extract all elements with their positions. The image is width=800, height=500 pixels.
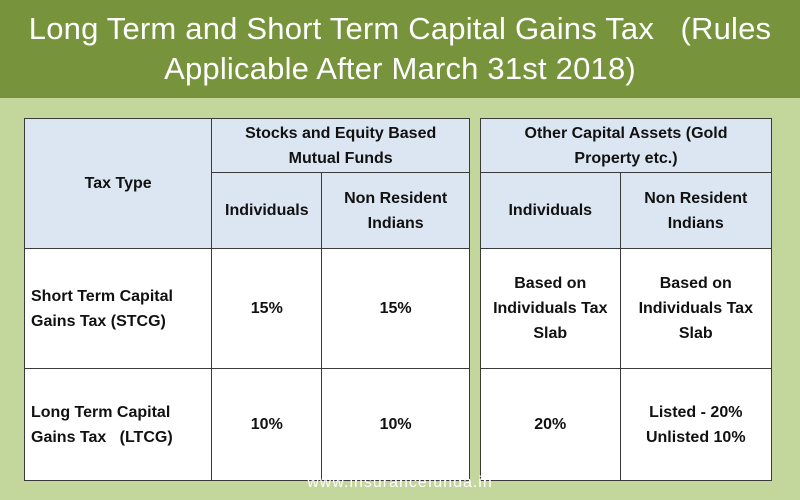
other-group-header: Other Capital Assets (Gold Property etc.… (480, 118, 772, 173)
equity-stcg-nri: 15% (321, 248, 470, 369)
equity-ltcg-individuals: 10% (211, 368, 323, 481)
equity-col-nri: Non Resident Indians (321, 172, 470, 249)
equity-tax-table: Tax Type Stocks and Equity Based Mutual … (23, 118, 470, 481)
tax-type-header: Tax Type (23, 118, 213, 249)
other-ltcg-nri-listed: Listed - 20% (649, 403, 743, 421)
title-line-1: Long Term and Short Term Capital Gains T… (28, 11, 772, 46)
title-line-2: Applicable After March 31st 2018) (164, 51, 636, 86)
equity-stcg-individuals: 15% (211, 248, 323, 369)
equity-ltcg-nri: 10% (321, 368, 470, 481)
other-col-nri: Non Resident Indians (619, 172, 773, 249)
website-footer: www.insurancefunda.in (307, 474, 493, 491)
other-assets-tax-table: Other Capital Assets (Gold Property etc.… (480, 118, 773, 481)
equity-group-header: Stocks and Equity Based Mutual Funds (211, 118, 470, 173)
row-label-stcg: Short Term Capital Gains Tax (STCG) (23, 248, 213, 369)
page-title: Long Term and Short Term Capital Gains T… (0, 0, 800, 98)
equity-col-individuals: Individuals (211, 172, 323, 249)
other-ltcg-nri-unlisted: Unlisted 10% (645, 428, 746, 446)
other-ltcg-individuals: 20% (480, 368, 621, 481)
other-ltcg-nri: Listed - 20% Unlisted 10% (619, 368, 773, 481)
other-stcg-individuals: Based on Individuals Tax Slab (480, 248, 621, 369)
row-label-ltcg: Long Term Capital Gains Tax (LTCG) (23, 368, 213, 481)
other-stcg-nri: Based on Individuals Tax Slab (619, 248, 773, 369)
other-col-individuals: Individuals (480, 172, 621, 249)
